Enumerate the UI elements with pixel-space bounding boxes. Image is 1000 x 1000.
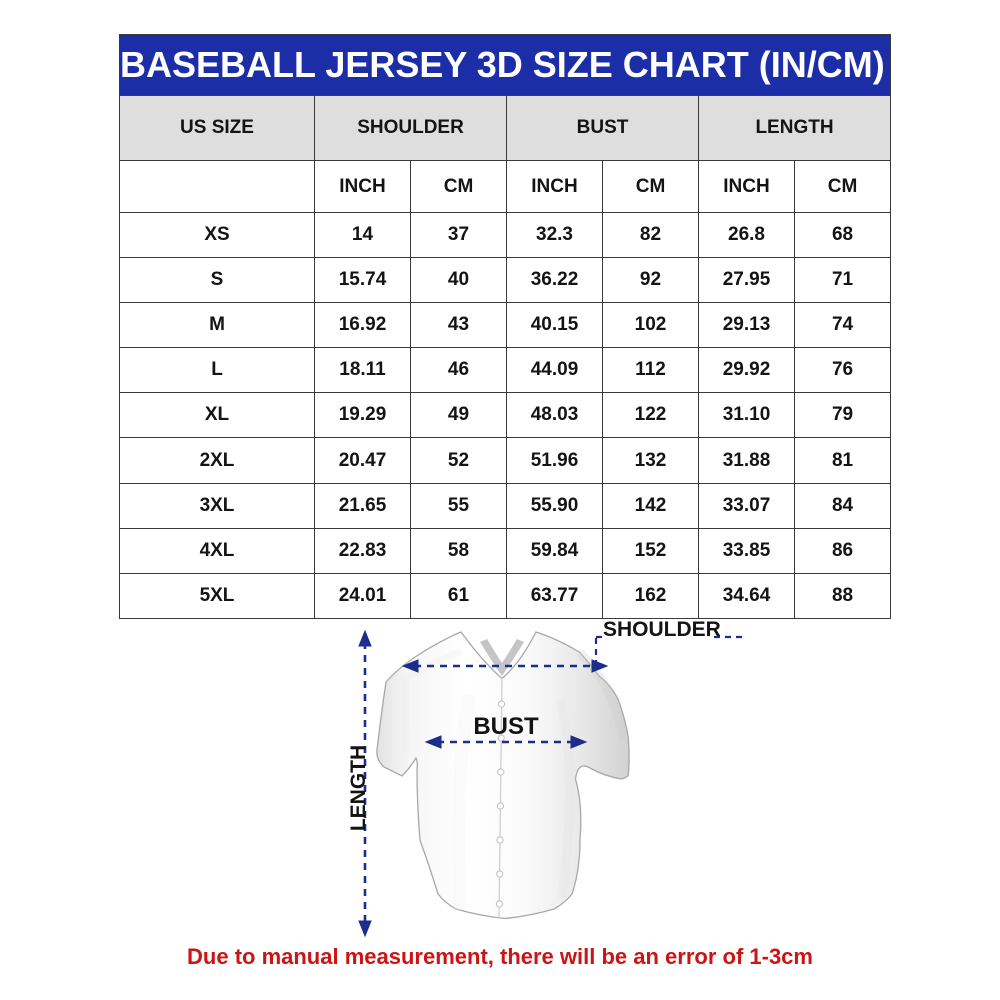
svg-text:BUST: BUST bbox=[473, 713, 539, 740]
svg-text:SHOULDER: SHOULDER bbox=[603, 620, 721, 641]
svg-text:LENGTH: LENGTH bbox=[347, 745, 370, 831]
